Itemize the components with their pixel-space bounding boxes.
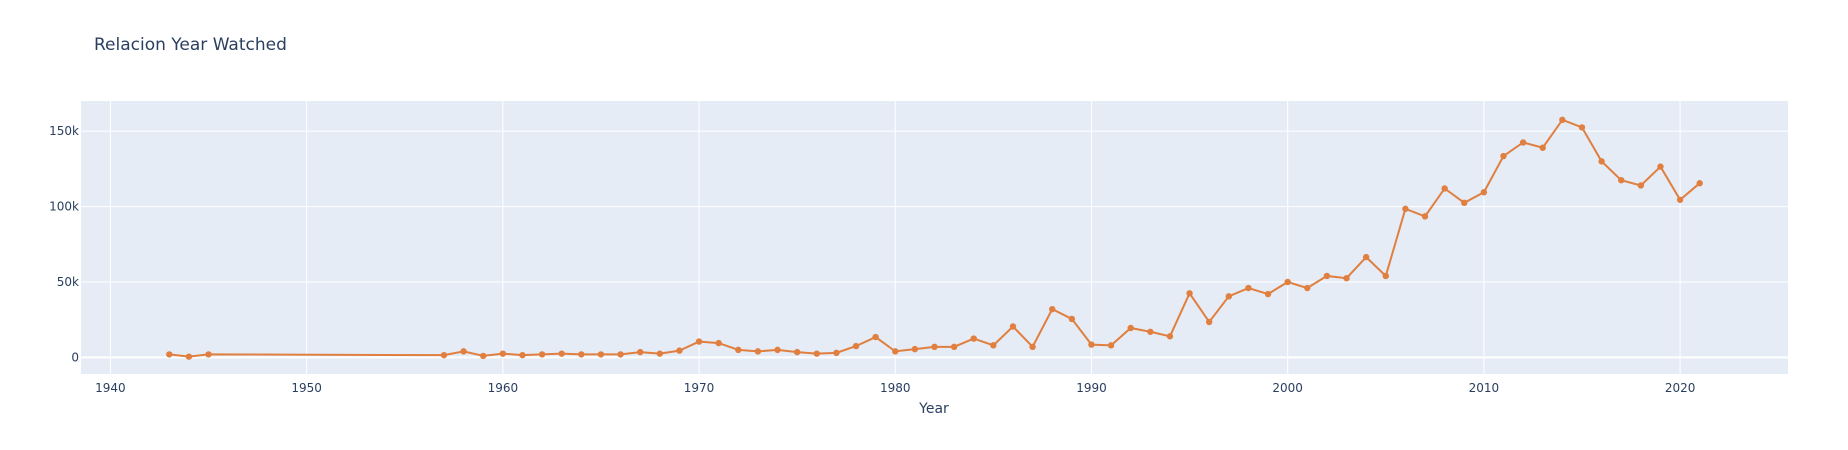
data-point[interactable] (1264, 290, 1272, 298)
data-point[interactable] (538, 351, 546, 358)
data-point[interactable] (1461, 199, 1468, 207)
data-point[interactable] (1362, 253, 1370, 261)
data-point[interactable] (1068, 315, 1076, 323)
data-point[interactable] (1225, 293, 1233, 300)
data-point[interactable] (1382, 272, 1389, 280)
data-point[interactable] (1637, 182, 1645, 189)
data-point[interactable] (1166, 333, 1174, 340)
x-tick-label: 1950 (291, 381, 322, 395)
data-point[interactable] (1676, 196, 1684, 203)
data-point[interactable] (872, 333, 879, 341)
x-tick-label: 2000 (1272, 381, 1303, 395)
data-point[interactable] (1559, 116, 1566, 124)
data-point[interactable] (519, 351, 526, 359)
x-tick-label: 1960 (488, 381, 519, 395)
data-point[interactable] (970, 335, 977, 342)
data-point[interactable] (205, 351, 212, 358)
data-point[interactable] (1618, 176, 1625, 184)
data-point[interactable] (558, 350, 565, 357)
data-point[interactable] (1578, 124, 1586, 131)
data-point[interactable] (1088, 341, 1095, 348)
data-point[interactable] (480, 352, 487, 360)
data-point[interactable] (1107, 342, 1115, 349)
data-point[interactable] (597, 351, 605, 358)
x-tick-label: 1940 (95, 381, 126, 395)
x-tick-label: 1990 (1076, 381, 1107, 395)
data-point[interactable] (950, 343, 958, 351)
data-point[interactable] (1402, 205, 1409, 213)
data-point[interactable] (1519, 139, 1527, 146)
data-point[interactable] (695, 338, 703, 345)
y-tick-label: 50k (57, 275, 79, 289)
data-point[interactable] (617, 351, 624, 358)
x-tick-label: 1980 (880, 381, 911, 395)
data-point[interactable] (1500, 152, 1507, 160)
data-point[interactable] (1657, 163, 1664, 170)
data-point[interactable] (1441, 185, 1448, 192)
data-point[interactable] (774, 346, 781, 354)
data-point[interactable] (636, 348, 644, 356)
data-point[interactable] (1205, 318, 1213, 326)
data-point[interactable] (892, 348, 899, 355)
data-point[interactable] (499, 350, 507, 357)
data-point[interactable] (676, 347, 683, 354)
data-point[interactable] (578, 351, 585, 358)
y-tick-label: 100k (49, 200, 79, 214)
data-point[interactable] (1186, 290, 1193, 297)
series-line (169, 118, 1701, 358)
data-point[interactable] (1147, 328, 1154, 335)
chart-title: Relacion Year Watched (94, 35, 287, 55)
data-point[interactable] (1009, 323, 1017, 330)
y-tick-label: 0 (71, 350, 79, 364)
data-point[interactable] (833, 349, 840, 357)
data-point[interactable] (754, 348, 762, 355)
x-tick-label: 2010 (1469, 381, 1500, 395)
y-tick-label: 150k (49, 124, 79, 138)
data-point[interactable] (1421, 213, 1429, 220)
data-point[interactable] (1343, 275, 1350, 282)
data-point[interactable] (1323, 272, 1331, 280)
data-point[interactable] (1480, 189, 1488, 196)
data-point[interactable] (1696, 180, 1703, 187)
data-point[interactable] (735, 346, 742, 354)
x-tick-label: 1970 (684, 381, 715, 395)
data-point[interactable] (1598, 158, 1605, 165)
data-point[interactable] (1049, 305, 1056, 313)
data-point[interactable] (931, 343, 938, 351)
x-axis-title: Year (918, 401, 949, 417)
data-point[interactable] (656, 350, 664, 357)
data-point[interactable] (185, 353, 193, 360)
data-point[interactable] (1304, 284, 1311, 292)
data-point[interactable] (440, 351, 448, 359)
gridlines (81, 101, 1788, 374)
data-point[interactable] (1284, 278, 1291, 286)
data-point[interactable] (715, 339, 722, 347)
data-point[interactable] (1029, 343, 1036, 351)
data-point[interactable] (1245, 284, 1252, 292)
series-markers (166, 116, 1703, 360)
data-point[interactable] (460, 348, 467, 355)
y-axis-ticks: 0 50k 100k 150k (49, 124, 79, 364)
data-point[interactable] (793, 348, 801, 356)
data-point[interactable] (1127, 324, 1134, 332)
plot-area (81, 101, 1788, 374)
data-point[interactable] (1539, 144, 1546, 151)
data-point[interactable] (166, 351, 173, 358)
data-point[interactable] (813, 350, 820, 357)
data-point[interactable] (852, 342, 860, 350)
x-tick-label: 2020 (1665, 381, 1696, 395)
x-axis-ticks: 1940 1950 1960 1970 1980 1990 2000 2010 2020 (95, 381, 1695, 395)
data-point[interactable] (911, 345, 919, 353)
data-point[interactable] (990, 342, 997, 349)
